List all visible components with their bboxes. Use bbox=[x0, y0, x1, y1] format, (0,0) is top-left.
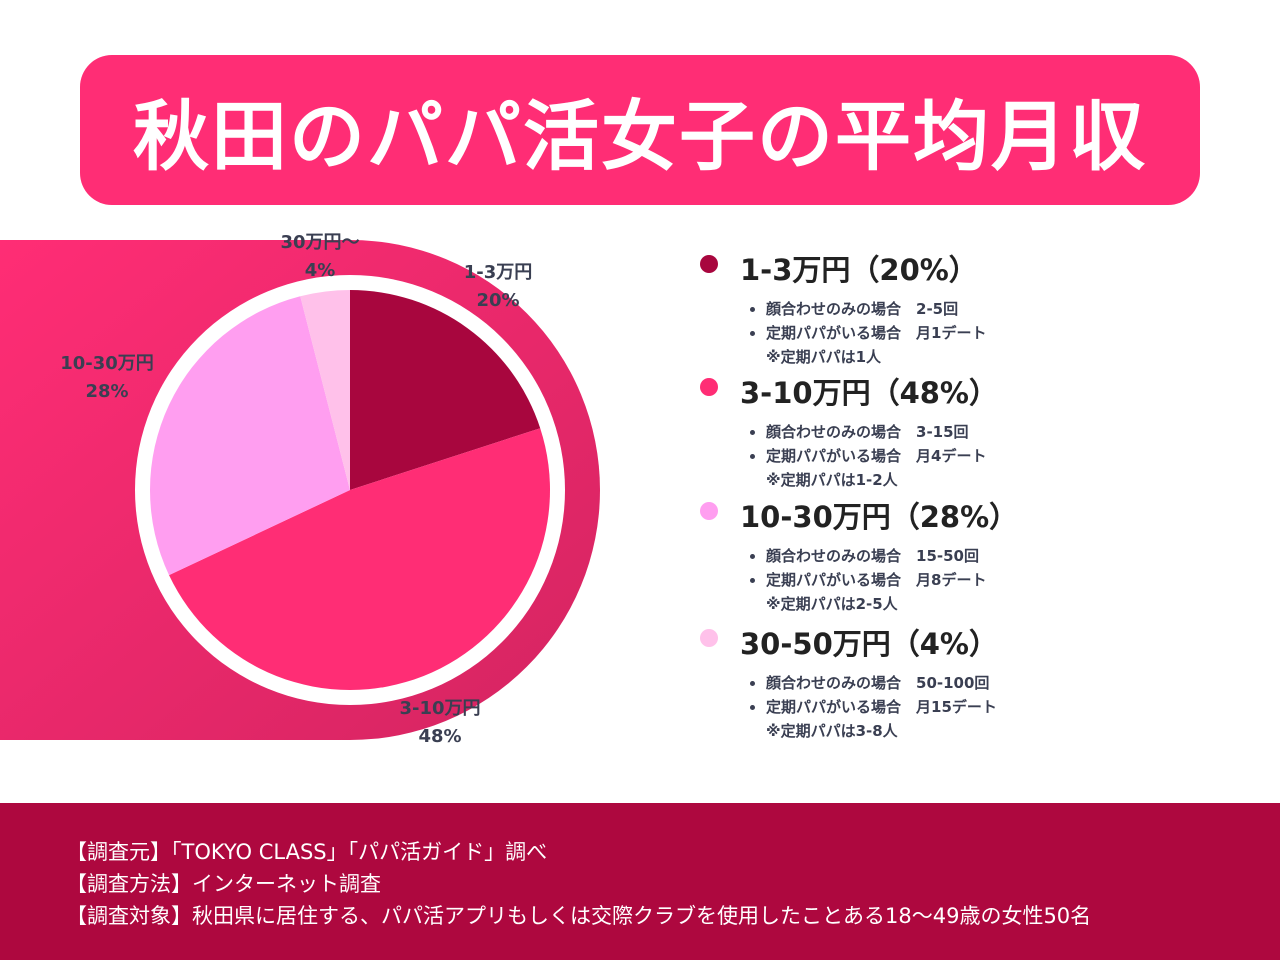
legend-note: ※定期パパは1-2人 bbox=[766, 471, 898, 489]
slice-label-value: 48% bbox=[418, 726, 462, 747]
legend-bullet: 顔合わせのみの場合 2-5回 bbox=[766, 297, 986, 321]
footer-method: 【調査方法】インターネット調査 bbox=[66, 872, 381, 896]
legend-heading: 30-50万円（4%） bbox=[740, 627, 998, 661]
legend-bullet: 定期パパがいる場合 月1デート bbox=[766, 321, 986, 345]
slice-label-value: 4% bbox=[304, 260, 336, 281]
legend-bullet: 定期パパがいる場合 月15デート bbox=[766, 695, 997, 719]
pie-chart bbox=[0, 240, 600, 740]
legend-heading: 10-30万円（28%） bbox=[740, 500, 1019, 534]
survey-footer: 【調査元】「TOKYO CLASS」「パパ活ガイド」調べ 【調査方法】インターネ… bbox=[0, 803, 1280, 960]
pie-slice-1 bbox=[169, 428, 550, 690]
slice-label-name: 3-10万円 bbox=[399, 698, 481, 719]
title-banner: 秋田のパパ活女子の平均月収 bbox=[80, 55, 1200, 205]
legend-heading: 3-10万円（48%） bbox=[740, 376, 998, 410]
legend-bullet: 定期パパがいる場合 月8デート bbox=[766, 568, 986, 592]
legend-heading: 1-3万円（20%） bbox=[740, 253, 978, 287]
slice-label: 3-10万円 48% bbox=[399, 695, 480, 751]
pie-slice-2 bbox=[150, 296, 350, 576]
legend-color-dot bbox=[700, 629, 718, 647]
slice-label-value: 20% bbox=[476, 290, 520, 311]
legend-color-dot bbox=[700, 255, 718, 273]
slice-label: 10-30万円 28% bbox=[60, 350, 154, 406]
legend-bullet: 定期パパがいる場合 月4デート bbox=[766, 444, 986, 468]
legend-bullet: 顔合わせのみの場合 15-50回 bbox=[766, 544, 986, 568]
slice-label-value: 28% bbox=[85, 381, 129, 402]
slice-label-name: 1-3万円 bbox=[463, 262, 533, 283]
legend-note: ※定期パパは1人 bbox=[766, 348, 882, 366]
pie-slice-3 bbox=[300, 290, 350, 490]
footer-source: 【調査元】「TOKYO CLASS」「パパ活ガイド」調べ bbox=[66, 840, 548, 864]
footer-target: 【調査対象】秋田県に居住する、パパ活アプリもしくは交際クラブを使用したことある1… bbox=[66, 904, 1092, 928]
legend-bullet: 顔合わせのみの場合 50-100回 bbox=[766, 671, 997, 695]
page-title: 秋田のパパ活女子の平均月収 bbox=[133, 92, 1147, 181]
pie-slice-0 bbox=[350, 290, 541, 490]
slice-label-name: 30万円～ bbox=[280, 232, 360, 253]
legend-note: ※定期パパは2-5人 bbox=[766, 595, 898, 613]
legend-bullet: 顔合わせのみの場合 3-15回 bbox=[766, 420, 986, 444]
legend-color-dot bbox=[700, 502, 718, 520]
slice-label-name: 10-30万円 bbox=[60, 353, 154, 374]
slice-label: 30万円～ 4% bbox=[280, 229, 359, 285]
legend-note: ※定期パパは3-8人 bbox=[766, 722, 898, 740]
legend-color-dot bbox=[700, 378, 718, 396]
slice-label: 1-3万円 20% bbox=[464, 259, 533, 315]
